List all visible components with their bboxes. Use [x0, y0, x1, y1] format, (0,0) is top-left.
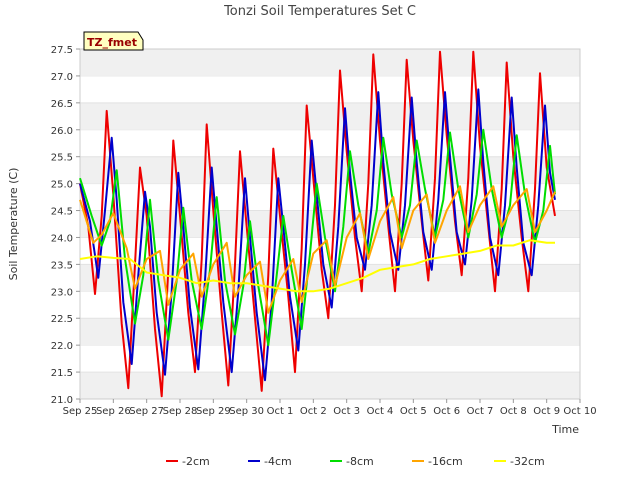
- x-tick-label: Oct 3: [333, 406, 360, 417]
- tag-label: TZ_fmet: [87, 36, 137, 49]
- y-tick-label: 26.5: [51, 99, 73, 110]
- series-line-4cmcm: [79, 88, 556, 382]
- x-tick-label: Oct 6: [433, 406, 460, 417]
- series-line-8cmcm: [79, 128, 556, 347]
- x-tick-label: Oct 5: [400, 406, 427, 417]
- y-axis-label: Soil Temperature (C): [7, 168, 20, 281]
- x-tick-label: Oct 9: [533, 406, 560, 417]
- x-tick-label: Oct 2: [300, 406, 327, 417]
- y-tick-label: 27.0: [51, 72, 73, 83]
- y-tick-label: 21.0: [51, 395, 73, 406]
- x-tick-label: Oct 7: [467, 406, 494, 417]
- legend-label: -2cm: [182, 455, 210, 468]
- x-tick-label: Oct 4: [367, 406, 394, 417]
- legend-label: -4cm: [264, 455, 292, 468]
- y-tick-label: 23.0: [51, 287, 73, 298]
- chart-title: Tonzi Soil Temperatures Set C: [223, 4, 416, 19]
- x-tick-label: Oct 10: [563, 406, 596, 417]
- x-tick-label: Sep 25: [63, 406, 98, 417]
- series-line-2cmcm: [79, 50, 556, 398]
- x-tick-label: Oct 1: [267, 406, 294, 417]
- x-tick-label: Sep 27: [129, 406, 164, 417]
- x-tick-label: Sep 29: [196, 406, 231, 417]
- x-tick-label: Oct 8: [500, 406, 527, 417]
- grid-band: [80, 318, 580, 346]
- grid-band: [80, 372, 580, 399]
- y-tick-label: 27.5: [51, 45, 73, 56]
- legend-label: -32cm: [510, 455, 545, 468]
- series-line-16cmcm: [79, 185, 556, 314]
- plot-area-border: [79, 48, 581, 400]
- y-tick-label: 24.5: [51, 207, 73, 218]
- legend-label: -16cm: [428, 455, 463, 468]
- tag-box: TZ_fmet: [83, 31, 144, 51]
- y-tick-label: 25.0: [51, 180, 73, 191]
- series-lines: [79, 50, 556, 398]
- x-tick-label: Sep 28: [163, 406, 198, 417]
- y-tick-label: 25.5: [51, 153, 73, 164]
- y-tick-label: 21.5: [51, 368, 73, 379]
- grid-band: [80, 102, 580, 130]
- series-line-32cmcm: [79, 239, 555, 293]
- grid-band: [80, 156, 580, 184]
- x-axis-label: Time: [551, 423, 579, 436]
- y-tick-label: 22.5: [51, 314, 73, 325]
- legend-label: -8cm: [346, 455, 374, 468]
- y-tick-label: 24.0: [51, 233, 73, 244]
- grid-band: [80, 49, 580, 76]
- x-tick-label: Sep 30: [229, 406, 264, 417]
- x-tick-label: Sep 26: [96, 406, 131, 417]
- legend: -2cm -4cm -8cm -16cm -32cm: [166, 455, 545, 468]
- y-tick-label: 22.0: [51, 341, 73, 352]
- y-tick-label: 23.5: [51, 260, 73, 271]
- tag-box-shape: [83, 31, 144, 51]
- y-axis: 21.0 21.5 22.0 22.5 23.0 23.5 24.0 24.5 25.0 25.5…: [51, 45, 80, 406]
- y-tick-label: 26.0: [51, 126, 73, 137]
